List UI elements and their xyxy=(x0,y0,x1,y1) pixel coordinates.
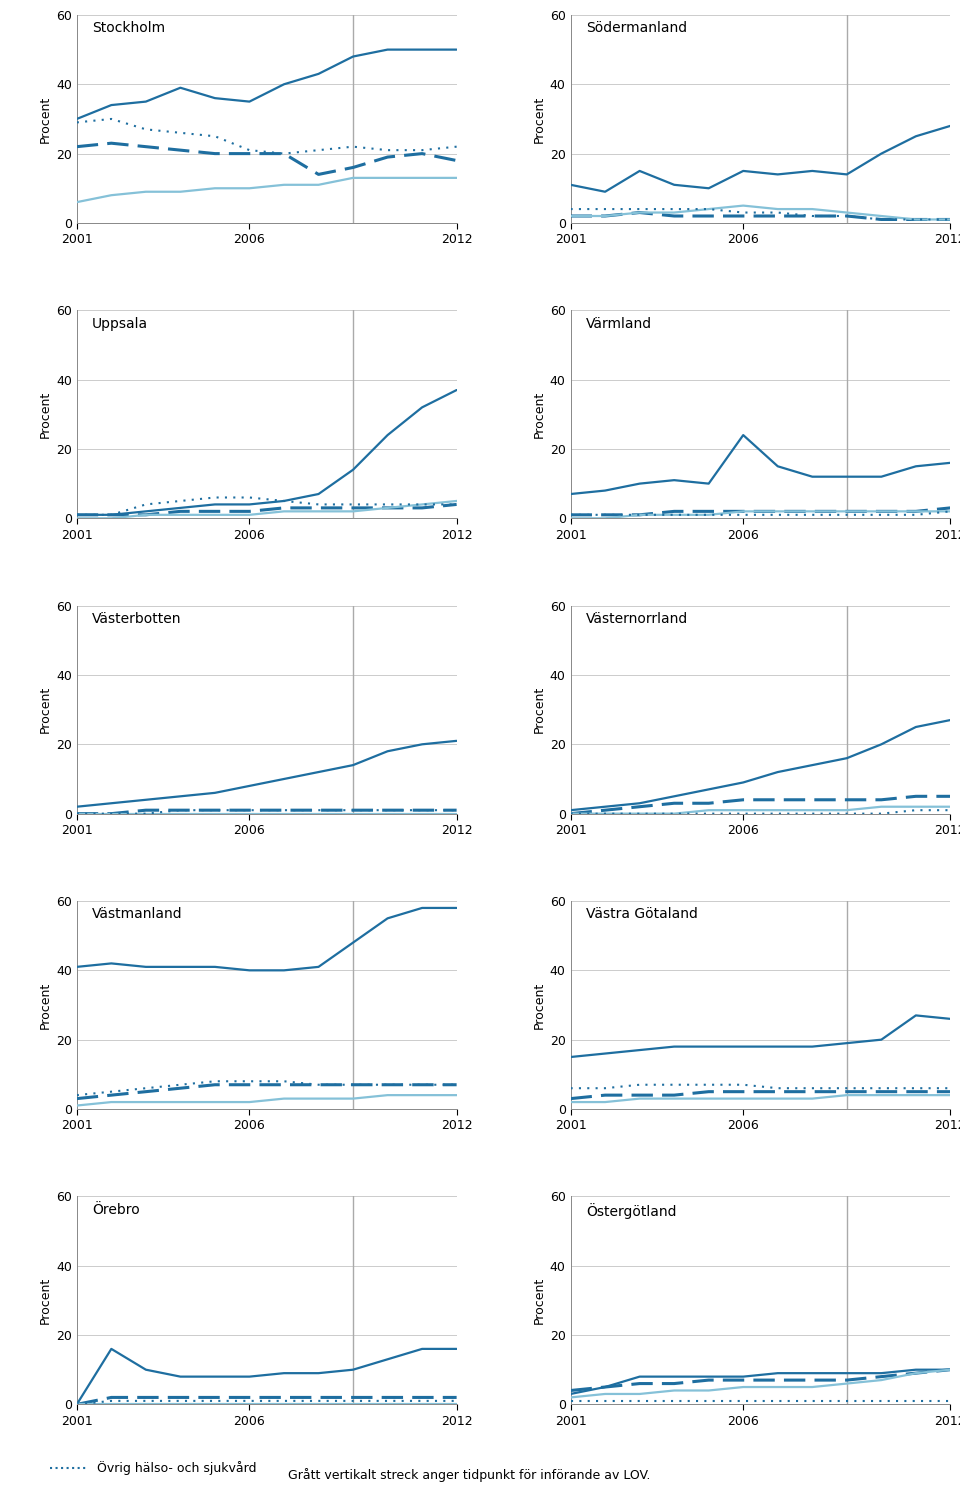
Text: Örebro: Örebro xyxy=(92,1203,140,1216)
Text: Värmland: Värmland xyxy=(586,317,652,330)
Y-axis label: Procent: Procent xyxy=(533,96,545,142)
Text: Västra Götaland: Västra Götaland xyxy=(586,907,698,922)
Text: Uppsala: Uppsala xyxy=(92,317,148,330)
Text: Södermanland: Södermanland xyxy=(586,21,687,36)
Text: Östergötland: Östergötland xyxy=(586,1203,676,1219)
Y-axis label: Procent: Procent xyxy=(533,982,545,1029)
Y-axis label: Procent: Procent xyxy=(39,390,52,438)
Text: Västerbotten: Västerbotten xyxy=(92,613,181,626)
Y-axis label: Procent: Procent xyxy=(533,1277,545,1324)
Legend: Övrig hälso- och sjukvård: Övrig hälso- och sjukvård xyxy=(45,1457,262,1481)
Y-axis label: Procent: Procent xyxy=(39,982,52,1029)
Y-axis label: Procent: Procent xyxy=(39,96,52,142)
Y-axis label: Procent: Procent xyxy=(533,390,545,438)
Text: Stockholm: Stockholm xyxy=(92,21,165,36)
Y-axis label: Procent: Procent xyxy=(39,1277,52,1324)
Text: Grått vertikalt streck anger tidpunkt för införande av LOV.: Grått vertikalt streck anger tidpunkt fö… xyxy=(288,1467,650,1482)
Y-axis label: Procent: Procent xyxy=(39,686,52,734)
Text: Västmanland: Västmanland xyxy=(92,907,182,922)
Y-axis label: Procent: Procent xyxy=(533,686,545,734)
Text: Västernorrland: Västernorrland xyxy=(586,613,688,626)
